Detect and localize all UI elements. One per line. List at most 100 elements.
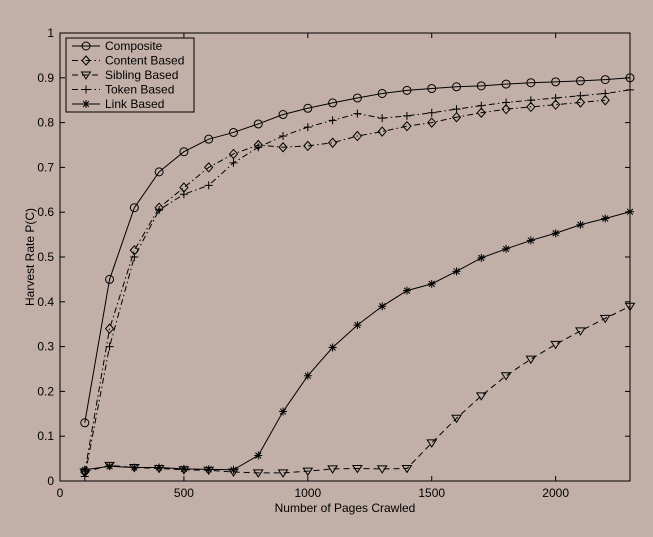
data-point-token-based bbox=[452, 105, 461, 114]
data-point-sibling-based bbox=[525, 355, 537, 365]
data-point-composite bbox=[526, 78, 536, 88]
data-point-token-based bbox=[279, 132, 288, 141]
y-tick-label: 0.7 bbox=[37, 160, 54, 174]
legend-marker-link-based bbox=[82, 100, 90, 108]
data-point-composite bbox=[377, 88, 387, 98]
data-point-link-based bbox=[477, 253, 486, 262]
data-point-sibling-based bbox=[451, 414, 462, 424]
data-point-content-based bbox=[327, 137, 338, 149]
data-point-composite bbox=[154, 167, 164, 177]
data-point-link-based bbox=[204, 465, 213, 474]
data-point-link-based bbox=[626, 207, 634, 216]
legend-entry-sibling-based: Sibling Based bbox=[72, 68, 178, 82]
data-point-link-based bbox=[303, 371, 312, 380]
data-point-token-based bbox=[576, 91, 585, 100]
y-tick-label: 0.6 bbox=[37, 205, 54, 219]
data-point-token-based bbox=[526, 96, 535, 105]
data-point-composite bbox=[278, 110, 288, 120]
data-point-token-based bbox=[204, 181, 213, 190]
data-point-token-based bbox=[378, 114, 387, 123]
data-point-composite bbox=[551, 77, 561, 87]
data-point-composite bbox=[452, 82, 462, 92]
series-line-content-based bbox=[84, 99, 606, 473]
data-point-link-based bbox=[229, 465, 238, 474]
data-point-content-based bbox=[228, 148, 239, 160]
data-point-link-based bbox=[130, 463, 139, 472]
y-tick-label: 0.8 bbox=[37, 116, 54, 130]
data-point-composite bbox=[228, 127, 238, 137]
y-tick-label: 0.5 bbox=[37, 250, 54, 264]
legend-marker-composite bbox=[81, 41, 91, 51]
data-point-link-based bbox=[551, 229, 560, 238]
data-point-sibling-based bbox=[624, 302, 636, 312]
axis-ticks: 0 500 1000 1500 2000 0 0.1 0.2 0.3 0.4 0.5 0.6 0.7 0.… bbox=[37, 26, 630, 500]
legend-entry-content-based: Content Based bbox=[72, 54, 184, 68]
data-point-token-based bbox=[130, 253, 139, 261]
data-point-link-based bbox=[402, 286, 411, 295]
data-point-composite bbox=[600, 75, 610, 85]
x-tick-label: 1000 bbox=[294, 486, 321, 500]
data-point-sibling-based bbox=[426, 439, 438, 448]
data-point-content-based bbox=[278, 141, 288, 153]
data-point-sibling-based bbox=[550, 340, 562, 350]
y-tick-label: 0.4 bbox=[37, 295, 54, 309]
data-point-composite bbox=[328, 98, 338, 108]
data-point-content-based bbox=[526, 101, 536, 113]
data-point-composite bbox=[402, 85, 412, 95]
data-point-token-based bbox=[254, 143, 263, 152]
y-tick-label: 1 bbox=[47, 26, 54, 40]
data-point-link-based bbox=[254, 451, 263, 460]
data-point-token-based bbox=[626, 85, 634, 94]
x-tick-label: 0 bbox=[57, 486, 64, 500]
data-point-sibling-based bbox=[575, 327, 586, 336]
y-axis-label: Harvest Rate P(C) bbox=[23, 208, 37, 306]
legend-label-token-based: Token Based bbox=[105, 83, 174, 97]
data-point-sibling-based bbox=[401, 464, 413, 474]
y-tick-label: 0.9 bbox=[37, 71, 54, 85]
y-tick-label: 0.3 bbox=[37, 340, 54, 354]
data-point-composite bbox=[625, 73, 635, 83]
series-layer bbox=[79, 73, 636, 481]
data-point-sibling-based bbox=[376, 465, 388, 474]
data-point-composite bbox=[179, 147, 189, 157]
data-point-composite bbox=[303, 103, 313, 113]
data-point-token-based bbox=[303, 123, 312, 132]
data-point-link-based bbox=[80, 465, 89, 474]
data-point-content-based bbox=[476, 107, 486, 118]
data-point-sibling-based bbox=[277, 469, 289, 478]
data-point-composite bbox=[476, 81, 486, 91]
series-token-based bbox=[80, 85, 634, 481]
data-point-content-based bbox=[427, 117, 437, 128]
data-point-sibling-based bbox=[475, 392, 487, 401]
data-point-composite bbox=[253, 119, 263, 129]
data-point-content-based bbox=[451, 111, 462, 123]
legend-marker-content-based bbox=[81, 55, 91, 66]
data-point-link-based bbox=[576, 220, 585, 229]
series-composite bbox=[80, 73, 635, 428]
data-point-link-based bbox=[452, 267, 461, 276]
data-point-content-based bbox=[204, 162, 214, 173]
data-point-sibling-based bbox=[351, 464, 363, 474]
data-point-token-based bbox=[601, 89, 610, 98]
data-point-link-based bbox=[378, 302, 387, 311]
data-point-token-based bbox=[427, 108, 436, 117]
x-tick-label: 500 bbox=[174, 486, 194, 500]
data-point-link-based bbox=[279, 407, 288, 416]
data-point-link-based bbox=[155, 463, 164, 472]
data-point-content-based bbox=[575, 97, 586, 108]
data-point-sibling-based bbox=[302, 467, 314, 477]
data-point-token-based bbox=[155, 205, 164, 214]
data-point-composite bbox=[575, 76, 585, 86]
data-point-link-based bbox=[526, 236, 535, 245]
data-point-link-based bbox=[601, 214, 610, 223]
data-point-token-based bbox=[229, 158, 238, 167]
data-point-composite bbox=[501, 79, 511, 89]
data-point-composite bbox=[80, 418, 90, 428]
data-point-composite bbox=[204, 134, 214, 144]
data-point-sibling-based bbox=[252, 469, 264, 478]
data-point-content-based bbox=[402, 120, 412, 132]
data-point-content-based bbox=[352, 130, 363, 142]
x-tick-label: 1500 bbox=[418, 486, 445, 500]
data-point-content-based bbox=[104, 323, 115, 334]
